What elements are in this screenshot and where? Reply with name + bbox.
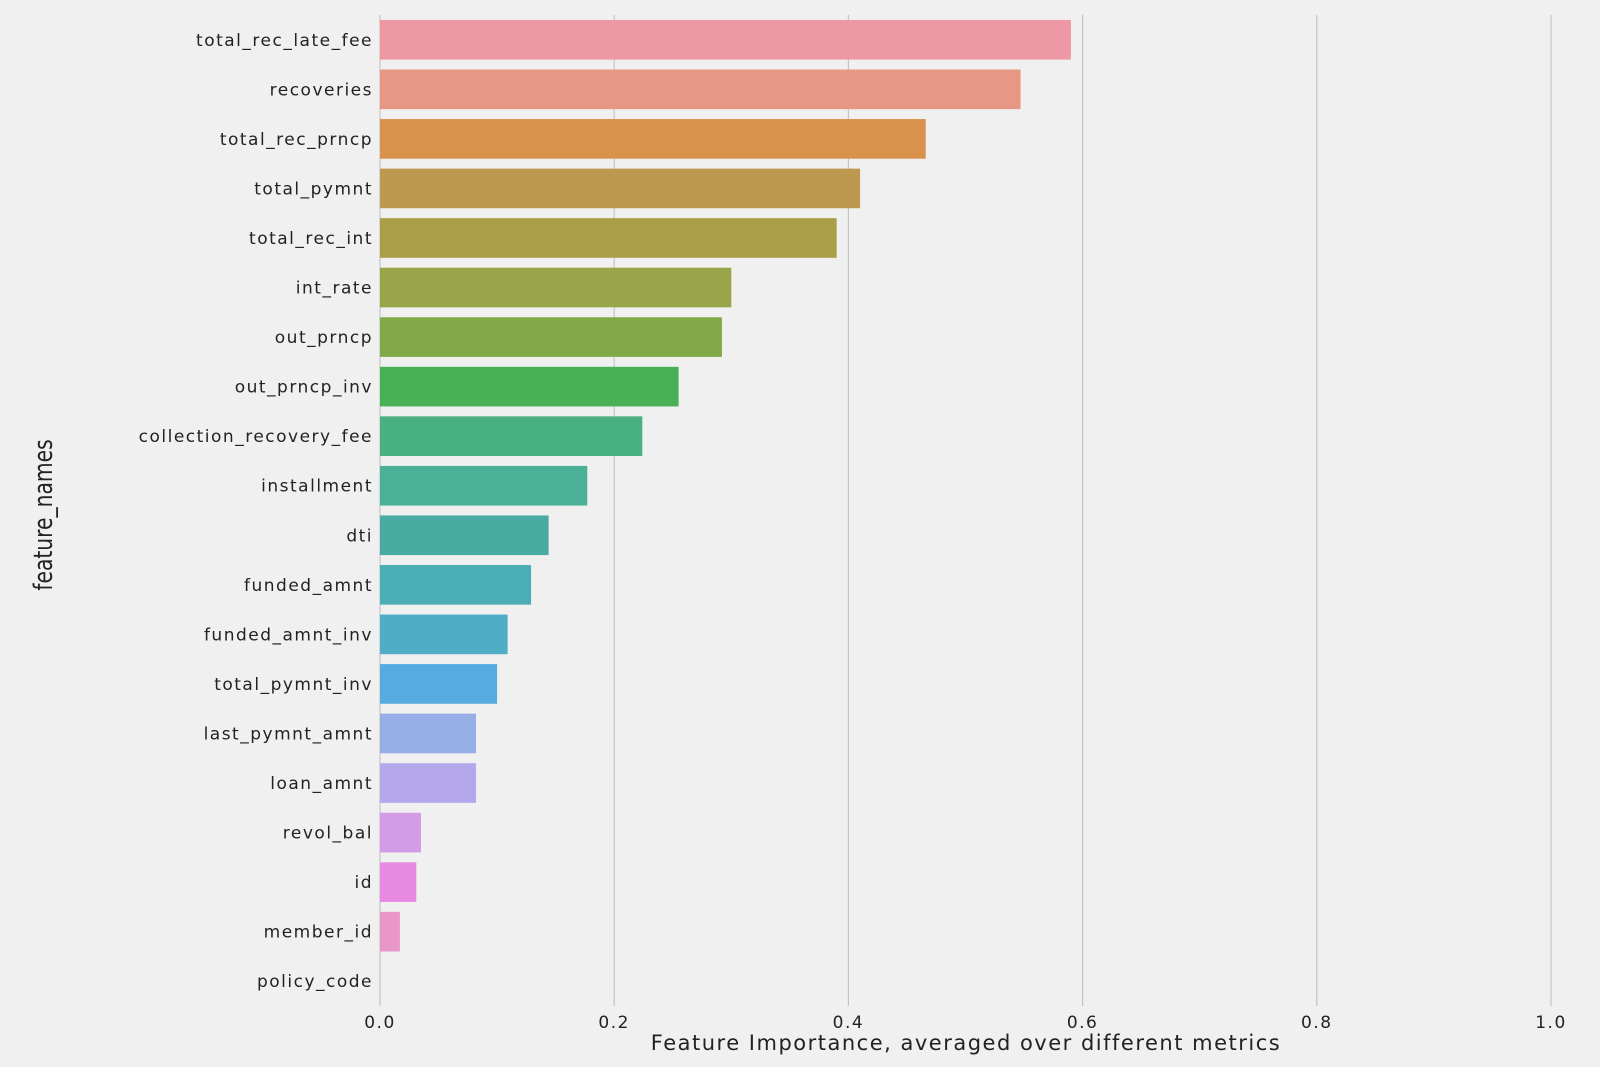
bar-total-rec-late-fee	[380, 19, 1071, 60]
category-label: total_pymnt	[254, 179, 373, 199]
x-tick-label: 1.0	[1535, 1013, 1567, 1033]
bar-member-id	[380, 911, 400, 952]
x-tick-label: 0.0	[364, 1013, 396, 1033]
category-label: total_rec_late_fee	[196, 31, 373, 51]
bar-collection-recovery-fee	[380, 416, 643, 456]
x-axis-title: Feature Importance, averaged over differ…	[651, 1031, 1281, 1055]
bar-funded-amnt	[380, 565, 532, 605]
category-label: total_rec_prncp	[220, 130, 373, 150]
bar-out-prncp	[380, 317, 722, 357]
x-tick-label: 0.8	[1301, 1013, 1333, 1033]
category-label: recoveries	[270, 80, 373, 100]
bar-out-prncp-inv	[380, 366, 679, 407]
x-tick-labels: 0.0 0.2 0.4 0.6 0.8 1.0	[364, 1013, 1567, 1033]
category-label: revol_bal	[283, 824, 373, 844]
bar-funded-amnt-inv	[380, 614, 508, 655]
category-label: total_pymnt_inv	[214, 675, 373, 695]
category-label: dti	[346, 526, 373, 546]
category-label: last_pymnt_amnt	[204, 724, 373, 744]
bar-installment	[380, 465, 588, 506]
category-label: int_rate	[296, 279, 373, 299]
category-label: funded_amnt_inv	[204, 625, 373, 645]
category-label: total_rec_int	[249, 229, 373, 249]
bar-total-rec-int	[380, 218, 837, 258]
category-labels: total_rec_late_fee recoveries total_rec_pr…	[139, 31, 373, 992]
y-axis-title: feature_names	[29, 439, 59, 590]
bar-total-pymnt-inv	[380, 664, 498, 704]
bar-total-rec-prncp	[380, 119, 926, 159]
category-label: out_prncp_inv	[235, 378, 373, 398]
bar-dti	[380, 515, 549, 556]
bar-loan-amnt	[380, 763, 477, 803]
category-label: collection_recovery_fee	[139, 427, 373, 447]
bar-id	[380, 862, 417, 902]
x-tick-label: 0.6	[1067, 1013, 1099, 1033]
x-tick-label: 0.4	[833, 1013, 865, 1033]
category-label: id	[354, 873, 373, 893]
category-label: loan_amnt	[270, 774, 373, 794]
category-label: funded_amnt	[244, 576, 373, 596]
grid-lines	[379, 15, 1552, 1006]
bar-revol-bal	[380, 812, 421, 853]
bar-total-pymnt	[380, 168, 861, 209]
category-label: out_prncp	[275, 328, 373, 348]
x-tick-label: 0.2	[598, 1013, 630, 1033]
bar-recoveries	[380, 69, 1021, 110]
category-label: policy_code	[257, 972, 373, 992]
category-label: member_id	[264, 923, 373, 943]
bars	[380, 19, 1071, 952]
bar-int-rate	[380, 267, 732, 308]
bar-last-pymnt-amnt	[380, 713, 477, 754]
category-label: installment	[261, 477, 373, 497]
